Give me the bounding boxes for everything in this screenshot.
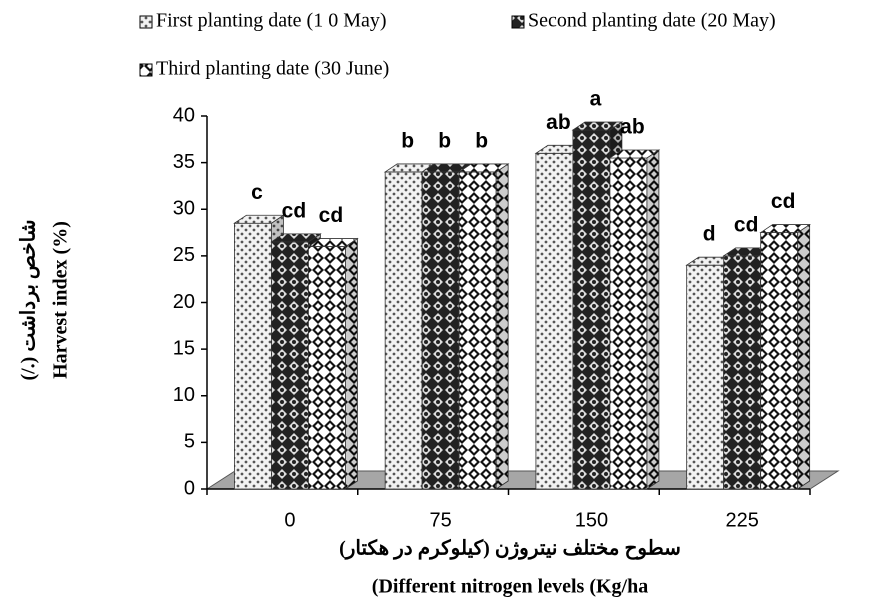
bar-top [571,121,624,131]
legend-label: Second planting date (20 May) [528,10,776,32]
legend-swatch [139,63,153,77]
x-tick-label: 0 [284,509,295,531]
bar [686,264,725,490]
y-tick-label: 10 [173,384,195,406]
significance-letter: cd [282,199,307,222]
bar-top [608,149,661,159]
bar-side-shade [797,224,810,489]
bar-top [270,233,322,243]
legend-swatch [139,15,153,29]
bar-top [759,224,811,233]
significance-letter: b [401,129,414,152]
y-tick-label: 0 [184,477,195,499]
bar [384,171,423,490]
bar [234,222,272,490]
y-tick-label: 20 [173,291,195,313]
bar-side-shade [496,163,509,489]
x-axis-label: (Different nitrogen levels (Kg/ha [372,576,648,598]
bar-top [457,163,510,173]
significance-letter: cd [771,190,796,213]
bar [723,255,762,490]
bar [421,171,460,490]
bar-3d [307,237,359,490]
x-tick-label: 225 [725,509,758,531]
bar-3d [457,163,510,490]
y-tick-label: 35 [173,151,195,173]
y-axis-label: (/.) شاخص برداشت [18,219,41,380]
x-tick-label: 75 [430,509,452,531]
bar [535,152,574,490]
y-tick-label: 5 [184,431,195,453]
significance-letter: cd [734,213,759,236]
significance-letter: ab [546,111,571,134]
y-tick-label: 30 [173,198,195,220]
bar [271,241,309,490]
legend-label: First planting date (1 0 May) [156,10,387,32]
bar-top [307,238,359,247]
legend-swatch [511,15,525,29]
bar [308,246,346,490]
y-axis-label: Harvest index (%) [50,221,72,379]
bar [760,232,799,490]
significance-letter: ab [620,116,645,139]
x-axis-label: سطوح مختلف نیتروژن (کیلوکرم در هکتار) [339,538,681,561]
bar-3d [759,223,811,490]
significance-letter: d [703,223,716,246]
x-tick-label: 150 [575,509,608,531]
bar-side-shade [345,238,358,489]
bar [458,171,497,490]
bar [609,157,648,490]
bar-top [233,214,285,224]
significance-letter: b [475,129,488,152]
significance-letter: c [251,181,263,204]
legend-label: Third planting date (30 June) [156,58,389,80]
y-tick-label: 40 [173,104,195,126]
bar [572,129,611,490]
y-tick-label: 25 [173,244,195,266]
significance-letter: b [438,129,451,152]
bar-side-shade [646,149,659,489]
bar-3d [608,149,661,490]
significance-letter: a [590,88,602,111]
significance-letter: cd [319,204,344,227]
y-tick-label: 15 [173,337,195,359]
